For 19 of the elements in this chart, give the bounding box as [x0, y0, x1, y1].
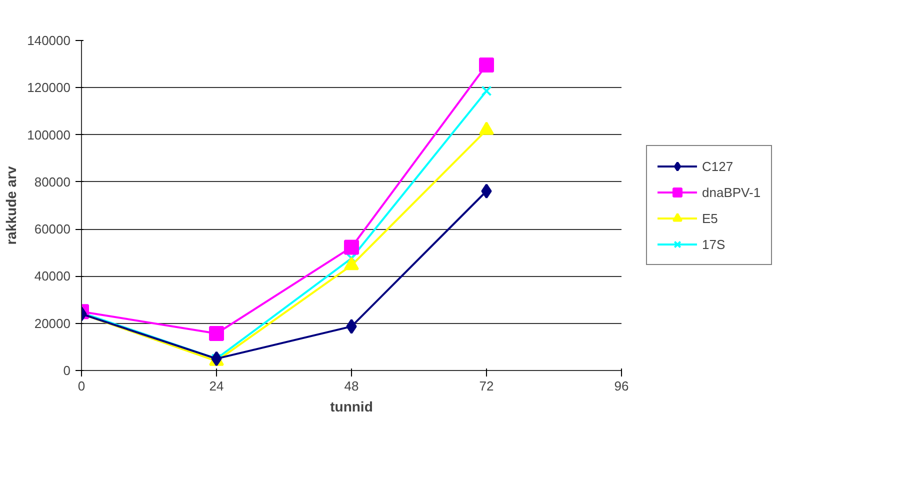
y-tick-label: 120000 [27, 80, 71, 96]
x-tick-label: 24 [209, 378, 224, 394]
y-axis-title: rakkude arv [3, 166, 20, 245]
y-tick-label: 20000 [34, 316, 71, 331]
y-tick-label: 40000 [34, 268, 71, 284]
legend-label: C127 [702, 158, 734, 174]
x-tick-label: 0 [78, 378, 86, 394]
y-tick-label: 80000 [34, 174, 71, 190]
legend-label: 17S [702, 236, 726, 252]
legend-label: E5 [702, 210, 719, 226]
x-tick-label: 96 [614, 378, 629, 394]
y-tick-label: 100000 [27, 127, 71, 142]
x-tick-label: 72 [479, 378, 494, 394]
legend-label: dnaBPV-1 [702, 184, 761, 200]
y-tick-label: 140000 [27, 33, 71, 48]
y-tick-label: 60000 [34, 222, 71, 237]
y-tick-label: 0 [63, 363, 71, 378]
x-axis-title: tunnid [330, 398, 373, 414]
x-tick-label: 48 [344, 378, 359, 394]
